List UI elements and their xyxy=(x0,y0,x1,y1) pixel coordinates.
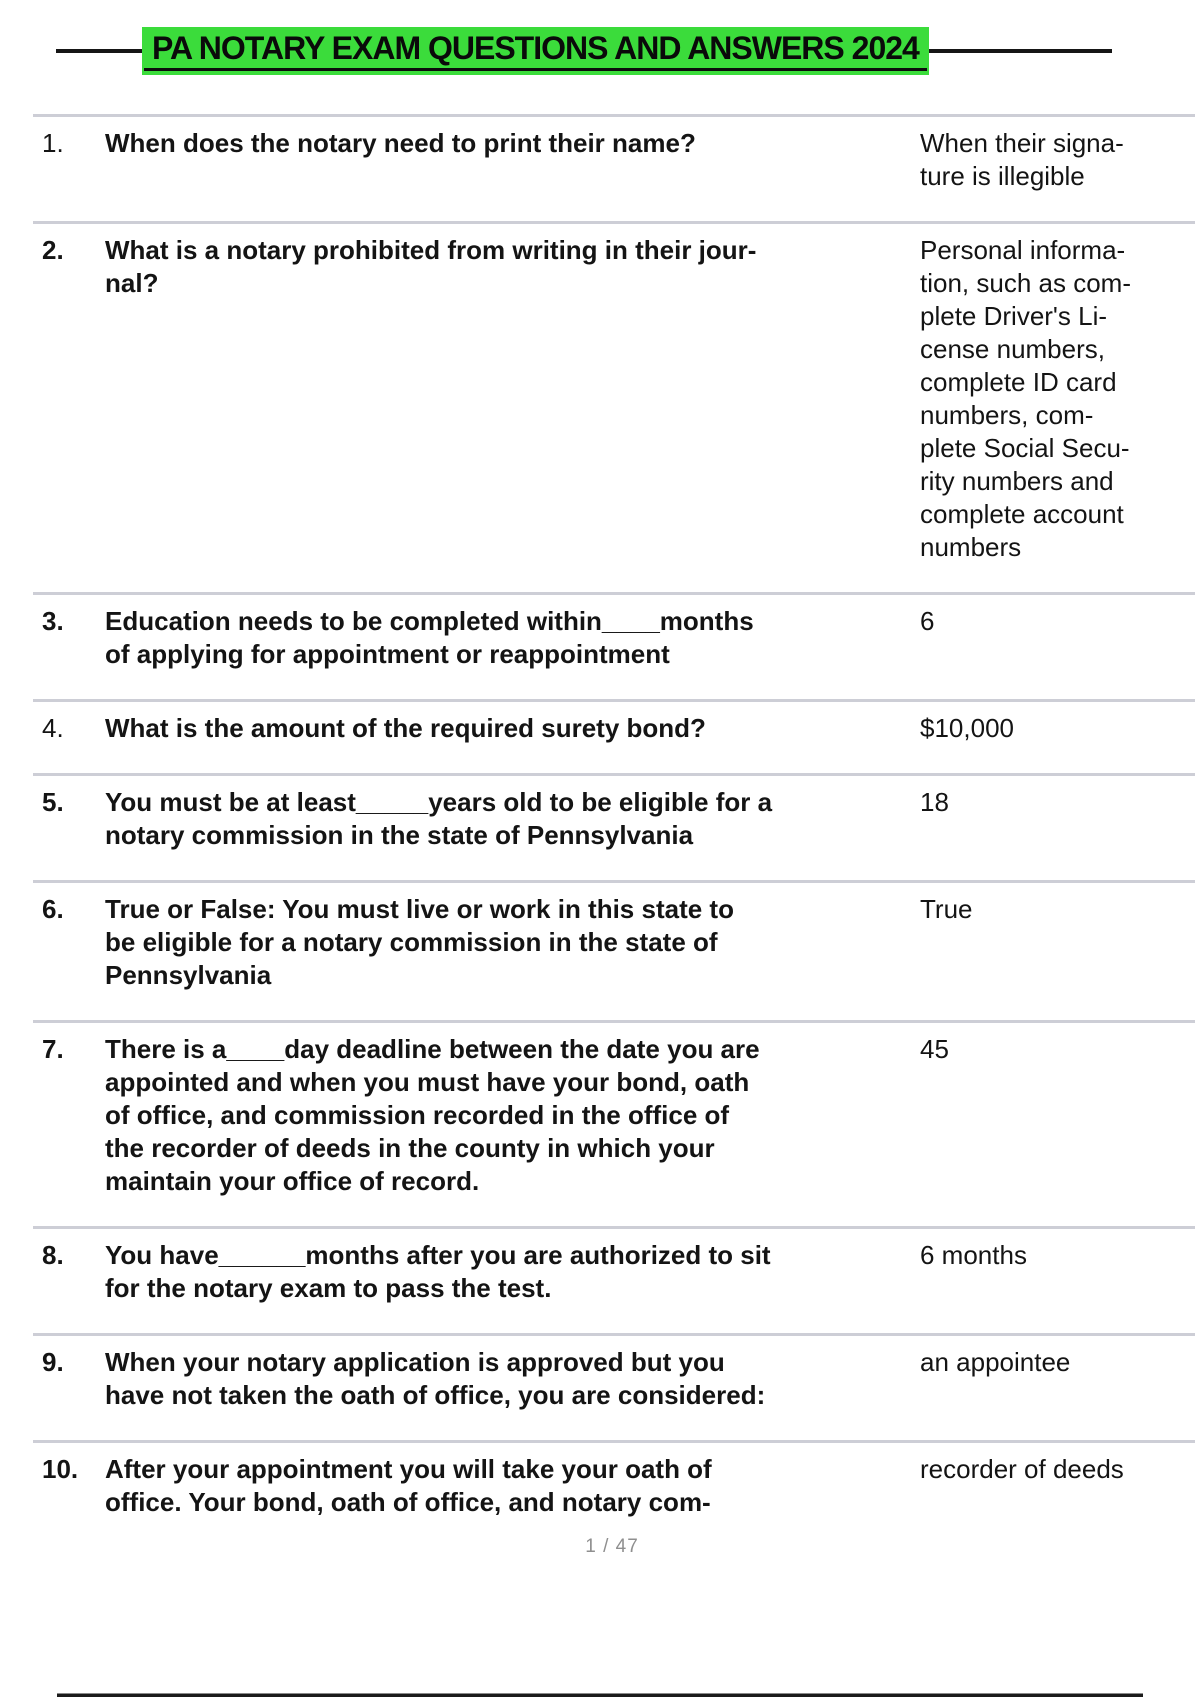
answer-text: 6 months xyxy=(920,1240,1027,1270)
title-row: PA NOTARY EXAM QUESTIONS AND ANSWERS 202… xyxy=(0,0,1200,75)
row-separator xyxy=(33,699,1195,702)
title-rule-left xyxy=(56,49,142,53)
qa-row-body: 8. You have______months after you are au… xyxy=(0,1229,1200,1333)
answer-text: $10,000 xyxy=(920,713,1014,743)
row-separator xyxy=(33,1226,1195,1229)
row-separator xyxy=(33,1020,1195,1023)
qa-row: 8. You have______months after you are au… xyxy=(0,1226,1200,1333)
row-separator xyxy=(33,880,1195,883)
row-separator xyxy=(33,1333,1195,1336)
row-separator xyxy=(33,773,1195,776)
answer-text: 18 xyxy=(920,787,949,817)
page-indicator: 1 / 47 xyxy=(585,1536,639,1557)
question-number: 10. xyxy=(42,1454,79,1484)
question-text: You have______months after you are autho… xyxy=(105,1240,771,1303)
qa-row-body: 2. What is a notary prohibited from writ… xyxy=(0,224,1200,592)
qa-row-body: 3. Education needs to be completed withi… xyxy=(0,595,1200,699)
qa-row: 9. When your notary application is appro… xyxy=(0,1333,1200,1440)
answer-text: recorder of deeds xyxy=(920,1454,1124,1484)
qa-row: 1. When does the notary need to print th… xyxy=(0,114,1200,221)
qa-row: 4. What is the amount of the required su… xyxy=(0,699,1200,773)
question-text: You must be at least_____years old to be… xyxy=(105,787,773,850)
question-text: After your appointment you will take you… xyxy=(105,1454,712,1517)
row-separator xyxy=(33,1440,1195,1443)
row-separator xyxy=(33,592,1195,595)
qa-row-body: 4. What is the amount of the required su… xyxy=(0,702,1200,773)
qa-row: 6. True or False: You must live or work … xyxy=(0,880,1200,1020)
answer-text: an appointee xyxy=(920,1347,1071,1377)
question-text: What is a notary prohibited from writing… xyxy=(105,235,757,298)
question-number: 7. xyxy=(42,1034,64,1064)
answer-text: 45 xyxy=(920,1034,949,1064)
question-text: When your notary application is approved… xyxy=(105,1347,766,1410)
qa-row-body: 5. You must be at least_____years old to… xyxy=(0,776,1200,880)
question-number: 9. xyxy=(42,1347,64,1377)
title-rule-right xyxy=(928,49,1112,53)
question-number: 2. xyxy=(42,235,64,265)
qa-row-body: 6. True or False: You must live or work … xyxy=(0,883,1200,1020)
qa-row: 10. After your appointment you will take… xyxy=(0,1440,1200,1547)
question-number: 6. xyxy=(42,894,64,924)
qa-row: 3. Education needs to be completed withi… xyxy=(0,592,1200,699)
question-text: When does the notary need to print their… xyxy=(105,128,696,158)
page-title: PA NOTARY EXAM QUESTIONS AND ANSWERS 202… xyxy=(152,30,920,66)
question-text: There is a____day deadline between the d… xyxy=(105,1034,760,1196)
question-number: 3. xyxy=(42,606,64,636)
question-text: Education needs to be completed within__… xyxy=(105,606,754,669)
question-number: 4. xyxy=(42,713,64,743)
row-separator xyxy=(33,114,1195,117)
question-text: What is the amount of the required suret… xyxy=(105,713,706,743)
qa-list: 1. When does the notary need to print th… xyxy=(0,114,1200,1547)
qa-row-body: 10. After your appointment you will take… xyxy=(0,1443,1200,1547)
question-number: 8. xyxy=(42,1240,64,1270)
qa-row: 7. There is a____day deadline between th… xyxy=(0,1020,1200,1226)
answer-text: True xyxy=(920,894,973,924)
question-number: 1. xyxy=(42,128,64,158)
answer-text: Personal informa- tion, such as com- ple… xyxy=(920,235,1131,562)
answer-text: When their signa- ture is illegible xyxy=(920,128,1124,191)
qa-row: 2. What is a notary prohibited from writ… xyxy=(0,221,1200,592)
answer-text: 6 xyxy=(920,606,935,636)
question-text: True or False: You must live or work in … xyxy=(105,894,734,990)
row-separator xyxy=(33,221,1195,224)
footer-rule xyxy=(57,1693,1143,1697)
question-number: 5. xyxy=(42,787,64,817)
qa-row-body: 9. When your notary application is appro… xyxy=(0,1336,1200,1440)
qa-row: 5. You must be at least_____years old to… xyxy=(0,773,1200,880)
qa-row-body: 7. There is a____day deadline between th… xyxy=(0,1023,1200,1226)
title-highlight: PA NOTARY EXAM QUESTIONS AND ANSWERS 202… xyxy=(142,27,929,75)
qa-row-body: 1. When does the notary need to print th… xyxy=(0,117,1200,221)
